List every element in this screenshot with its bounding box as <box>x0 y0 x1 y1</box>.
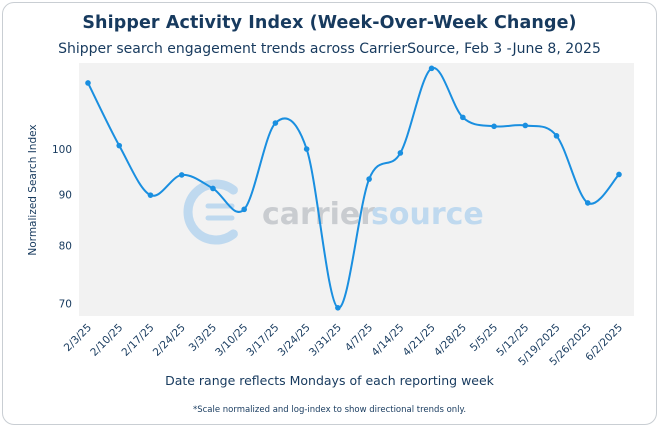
data-point <box>116 142 123 149</box>
x-axis-label: Date range reflects Mondays of each repo… <box>165 373 494 388</box>
data-point <box>366 176 372 182</box>
data-point <box>147 192 154 198</box>
data-point <box>178 172 185 178</box>
chart-subtitle: Shipper search engagement trends across … <box>58 41 601 57</box>
data-point <box>616 171 622 178</box>
x-tick-label: 3/10/25 <box>213 322 250 359</box>
y-tick-label: 70 <box>59 298 72 310</box>
x-tick-label: 2/17/25 <box>119 322 156 359</box>
x-tick-label: 3/17/25 <box>244 322 281 359</box>
chart-title: Shipper Activity Index (Week-Over-Week C… <box>82 13 577 33</box>
plot-area <box>79 63 634 316</box>
data-point <box>272 120 279 126</box>
y-tick-label: 80 <box>59 241 72 253</box>
watermark-text-source: source <box>371 197 484 232</box>
x-tick-label: 2/24/25 <box>151 322 188 359</box>
y-tick-label: 100 <box>52 144 72 156</box>
carriersource-logo-icon <box>183 179 238 245</box>
data-point <box>85 80 91 86</box>
data-point <box>522 122 529 129</box>
x-tick-label: 4/28/25 <box>432 322 469 359</box>
footnote: *Scale normalized and log-index to show … <box>192 405 467 415</box>
x-tick-label: 4/21/25 <box>401 322 438 359</box>
data-point <box>335 305 341 311</box>
x-tick-label: 2/10/25 <box>88 322 125 359</box>
data-point <box>241 206 247 213</box>
data-point <box>460 114 466 121</box>
x-tick-label: 3/24/25 <box>276 322 313 359</box>
data-point <box>584 200 591 206</box>
y-tick-label: 90 <box>59 190 72 202</box>
data-point <box>428 65 435 72</box>
x-tick-label: 4/14/25 <box>369 322 406 359</box>
data-point <box>553 133 560 139</box>
data-point <box>210 185 216 192</box>
y-axis-label: Normalized Search Index <box>27 124 39 255</box>
x-tick-label: 3/31/25 <box>307 322 344 359</box>
data-point <box>303 146 310 152</box>
data-point <box>397 150 404 156</box>
watermark: carrier source <box>183 179 484 245</box>
data-point <box>491 123 497 130</box>
